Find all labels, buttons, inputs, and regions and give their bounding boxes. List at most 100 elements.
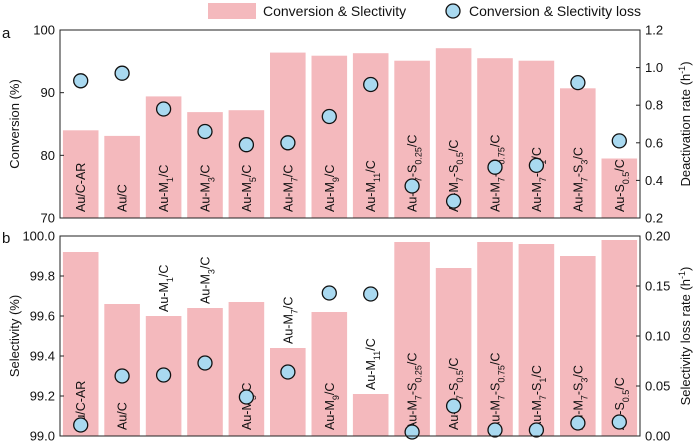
bar-label-b-1: Au/C xyxy=(116,402,130,430)
marker-a-9 xyxy=(445,193,462,209)
bar-label-a-7: Au-M11/C xyxy=(364,160,382,212)
legend-marker-label: Conversion & Slectivity loss xyxy=(469,3,641,19)
bar-label-b-2: Au-M1/C xyxy=(157,265,175,312)
left-tick-label-a-1: 80 xyxy=(41,148,55,163)
bar-label-a-0: Au/C-AR xyxy=(74,163,88,212)
bar-b-4 xyxy=(228,302,265,436)
bar-b-7 xyxy=(352,394,389,436)
bar-label-a-6: Au-M9/C xyxy=(323,165,341,212)
bar-b-11 xyxy=(518,244,555,436)
left-tick-label-a-3: 100 xyxy=(33,23,55,38)
marker-a-11 xyxy=(528,157,545,174)
marker-b-13 xyxy=(611,414,627,430)
left-axis-label-b: Selectivity (%) xyxy=(7,295,22,377)
left-tick-label-a-2: 90 xyxy=(41,85,55,100)
marker-b-8 xyxy=(404,424,420,440)
bar-label-a-5: Au-M7/C xyxy=(281,165,299,212)
panel-letter-a: a xyxy=(2,25,11,42)
panel-letter-b: b xyxy=(2,230,10,247)
left-tick-label-b-4: 99.8 xyxy=(30,269,55,284)
bar-label-b-10: Au-M7-S0.75/C xyxy=(489,353,507,430)
bar-b-0 xyxy=(62,252,99,436)
marker-a-8 xyxy=(404,178,420,194)
left-tick-label-a-0: 70 xyxy=(41,211,55,226)
legend-bar-swatch xyxy=(208,3,256,19)
right-tick-label-b-3: 0.15 xyxy=(645,279,670,294)
marker-b-12 xyxy=(570,415,586,431)
bar-a-12 xyxy=(560,88,596,218)
marker-b-10 xyxy=(487,422,503,438)
bar-label-a-1: Au/C xyxy=(116,184,130,212)
marker-b-5 xyxy=(280,364,296,380)
marker-a-12 xyxy=(570,74,586,91)
legend: Conversion & Slectivity Conversion & Sle… xyxy=(208,3,641,19)
marker-b-0 xyxy=(73,417,89,433)
bar-label-a-12: Au-M7-S3/C xyxy=(571,147,589,212)
right-tick-label-a-4: 1.0 xyxy=(645,60,663,75)
legend-marker-swatch xyxy=(445,3,461,19)
marker-b-9 xyxy=(445,398,462,414)
bar-a-10 xyxy=(477,58,513,219)
bar-a-9 xyxy=(435,48,472,219)
marker-a-0 xyxy=(73,73,89,89)
bar-b-10 xyxy=(477,242,513,436)
bar-a-4 xyxy=(228,110,265,218)
bar-label-b-6: Au-M9/C xyxy=(323,383,341,430)
bar-label-b-8: Au-M7-S0.25/C xyxy=(406,353,424,430)
left-tick-label-b-1: 99.2 xyxy=(30,389,55,404)
bar-label-b-0: Au/C-AR xyxy=(74,381,88,430)
marker-b-6 xyxy=(321,285,337,301)
marker-b-11 xyxy=(528,422,545,438)
bar-b-8 xyxy=(394,242,430,436)
bar-label-a-2: Au-M1/C xyxy=(157,165,175,212)
bar-a-2 xyxy=(145,96,182,218)
panel-b: Au/C-ARAu/CAu-M1/CAu-M3/CAu-M5/CAu-M7/CA… xyxy=(2,229,693,442)
right-tick-label-b-4: 0.20 xyxy=(645,229,670,244)
bar-label-a-4: Au-M5/C xyxy=(240,165,258,212)
marker-a-10 xyxy=(487,159,503,175)
marker-a-13 xyxy=(611,133,627,149)
bar-b-12 xyxy=(560,256,596,436)
right-tick-label-a-1: 0.4 xyxy=(645,173,663,188)
bar-a-6 xyxy=(311,55,348,219)
marker-a-1 xyxy=(114,65,130,81)
legend-bar-label: Conversion & Slectivity xyxy=(263,3,406,19)
left-tick-label-b-3: 99.6 xyxy=(30,309,55,324)
left-axis-label-a: Conversion (%) xyxy=(7,79,22,169)
marker-b-7 xyxy=(363,286,379,302)
marker-a-3 xyxy=(197,123,213,140)
right-tick-label-a-2: 0.6 xyxy=(645,135,663,150)
marker-b-4 xyxy=(238,389,255,405)
right-axis-label-b: Selectivity loss rate (h-1) xyxy=(677,267,693,406)
left-tick-label-b-5: 100.0 xyxy=(22,229,55,244)
marker-b-1 xyxy=(114,368,130,384)
bar-a-1 xyxy=(104,135,140,218)
left-tick-label-b-2: 99.4 xyxy=(30,349,55,364)
bar-a-13 xyxy=(601,158,638,218)
marker-a-5 xyxy=(280,135,296,151)
panel-a: Au/C-AR Au/C Au-M1/C Au-M3/C Au-M5/C Au-M7/C A… xyxy=(2,23,693,226)
bar-b-3 xyxy=(187,308,223,436)
right-tick-label-a-0: 0.2 xyxy=(645,211,663,226)
bar-label-b-7: Au-M11/C xyxy=(364,338,382,390)
right-tick-label-a-5: 1.2 xyxy=(645,23,663,38)
bar-a-0 xyxy=(62,130,99,218)
marker-a-7 xyxy=(363,76,379,93)
bar-a-11 xyxy=(518,60,555,219)
marker-a-2 xyxy=(155,101,172,117)
bar-b-5 xyxy=(270,348,306,436)
bar-label-b-3: Au-M3/C xyxy=(199,257,217,304)
marker-a-4 xyxy=(238,137,255,153)
right-tick-label-b-2: 0.10 xyxy=(645,329,670,344)
marker-b-2 xyxy=(155,367,172,383)
right-tick-label-b-1: 0.05 xyxy=(645,379,670,394)
bar-label-a-3: Au-M3/C xyxy=(199,165,217,212)
bar-b-13 xyxy=(601,240,638,436)
plot-frame-a xyxy=(59,29,641,219)
right-tick-label-b-0: 0.00 xyxy=(645,429,670,442)
marker-b-3 xyxy=(197,355,213,371)
bar-label-b-11: Au-M7-S1/C xyxy=(530,365,548,430)
bar-label-b-5: Au-M7/C xyxy=(281,297,299,344)
right-axis-label-a: Deactivation rate (h-1) xyxy=(677,61,693,186)
